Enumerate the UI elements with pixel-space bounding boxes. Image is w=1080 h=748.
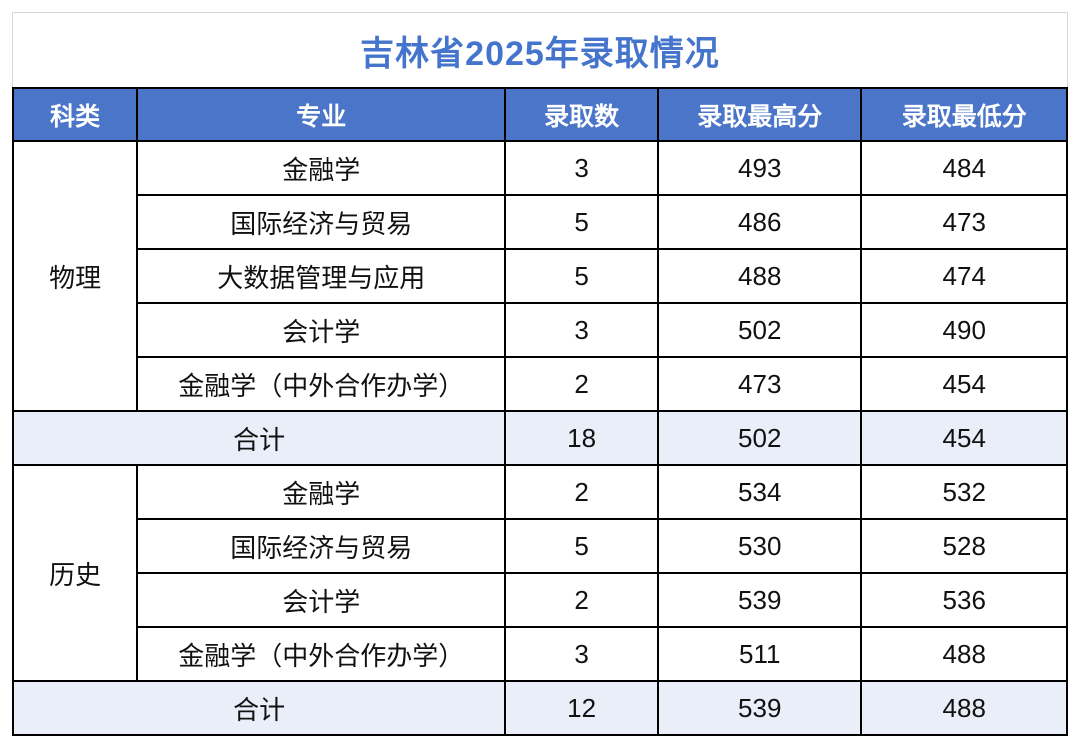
major-cell: 会计学 bbox=[136, 572, 507, 628]
total-min-score-cell: 454 bbox=[860, 410, 1068, 466]
header-max-score: 录取最高分 bbox=[657, 87, 863, 142]
min-score-cell: 484 bbox=[860, 140, 1068, 196]
header-major: 专业 bbox=[136, 87, 507, 142]
max-score-cell: 539 bbox=[657, 572, 863, 628]
total-min-score-cell: 488 bbox=[860, 680, 1068, 736]
major-cell: 大数据管理与应用 bbox=[136, 248, 507, 304]
max-score-cell: 534 bbox=[657, 464, 863, 520]
total-max-score-cell: 539 bbox=[657, 680, 863, 736]
min-score-cell: 473 bbox=[860, 194, 1068, 250]
total-label-cell: 合计 bbox=[11, 410, 507, 466]
min-score-cell: 536 bbox=[860, 572, 1068, 628]
min-score-cell: 490 bbox=[860, 302, 1068, 358]
page-title: 吉林省2025年录取情况 bbox=[360, 34, 720, 73]
min-score-cell: 532 bbox=[860, 464, 1068, 520]
count-cell: 5 bbox=[504, 248, 660, 304]
count-cell: 2 bbox=[504, 572, 660, 628]
count-cell: 3 bbox=[504, 302, 660, 358]
table-row: 会计学 2 539 536 bbox=[13, 572, 1068, 628]
table-row: 金融学（中外合作办学） 2 473 454 bbox=[13, 356, 1068, 412]
header-category: 科类 bbox=[11, 87, 139, 142]
table-row: 金融学（中外合作办学） 3 511 488 bbox=[13, 626, 1068, 682]
total-row-physics: 合计 18 502 454 bbox=[11, 410, 1068, 466]
table-row: 国际经济与贸易 5 486 473 bbox=[13, 194, 1068, 250]
max-score-cell: 502 bbox=[657, 302, 863, 358]
major-cell: 会计学 bbox=[136, 302, 507, 358]
header-count: 录取数 bbox=[504, 87, 660, 142]
total-label-cell: 合计 bbox=[11, 680, 507, 736]
max-score-cell: 488 bbox=[657, 248, 863, 304]
total-count-cell: 12 bbox=[504, 680, 660, 736]
total-row-history: 合计 12 539 488 bbox=[11, 680, 1068, 736]
count-cell: 3 bbox=[504, 626, 660, 682]
major-cell: 金融学 bbox=[136, 140, 507, 196]
count-cell: 2 bbox=[504, 356, 660, 412]
max-score-cell: 473 bbox=[657, 356, 863, 412]
major-cell: 金融学（中外合作办学） bbox=[136, 626, 507, 682]
min-score-cell: 454 bbox=[860, 356, 1068, 412]
title-box: 吉林省2025年录取情况 bbox=[12, 12, 1068, 87]
max-score-cell: 530 bbox=[657, 518, 863, 574]
table-row: 国际经济与贸易 5 530 528 bbox=[13, 518, 1068, 574]
min-score-cell: 488 bbox=[860, 626, 1068, 682]
total-max-score-cell: 502 bbox=[657, 410, 863, 466]
category-cell-physics: 物理 bbox=[11, 140, 139, 412]
min-score-cell: 474 bbox=[860, 248, 1068, 304]
header-min-score: 录取最低分 bbox=[860, 87, 1068, 142]
max-score-cell: 493 bbox=[657, 140, 863, 196]
major-cell: 国际经济与贸易 bbox=[136, 194, 507, 250]
major-cell: 国际经济与贸易 bbox=[136, 518, 507, 574]
count-cell: 5 bbox=[504, 194, 660, 250]
table-row: 大数据管理与应用 5 488 474 bbox=[13, 248, 1068, 304]
admissions-table: 科类 专业 录取数 录取最高分 录取最低分 物理 金融学 3 493 484 国… bbox=[11, 87, 1068, 736]
major-cell: 金融学（中外合作办学） bbox=[136, 356, 507, 412]
category-cell-history: 历史 bbox=[11, 464, 139, 682]
count-cell: 2 bbox=[504, 464, 660, 520]
major-cell: 金融学 bbox=[136, 464, 507, 520]
count-cell: 3 bbox=[504, 140, 660, 196]
max-score-cell: 486 bbox=[657, 194, 863, 250]
table-row: 会计学 3 502 490 bbox=[13, 302, 1068, 358]
max-score-cell: 511 bbox=[657, 626, 863, 682]
min-score-cell: 528 bbox=[860, 518, 1068, 574]
header-row: 科类 专业 录取数 录取最高分 录取最低分 bbox=[11, 87, 1068, 142]
count-cell: 5 bbox=[504, 518, 660, 574]
table-row: 物理 金融学 3 493 484 bbox=[11, 140, 1068, 412]
total-count-cell: 18 bbox=[504, 410, 660, 466]
table-row: 历史 金融学 2 534 532 bbox=[11, 464, 1068, 682]
